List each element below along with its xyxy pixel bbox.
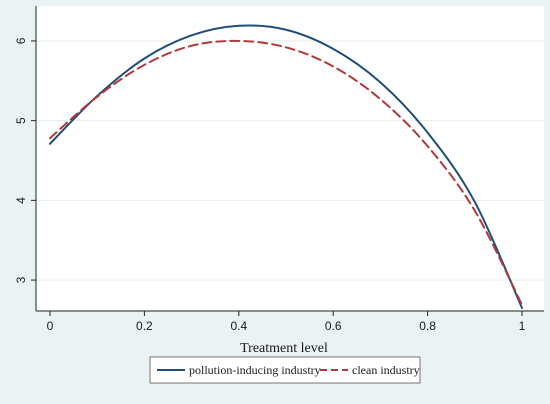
series-line-clean [49,39,523,306]
x-tick-label-5: 1 [519,319,526,333]
x-axis-title: Treatment level [240,341,328,356]
x-tick-label-2: 0.4 [230,319,247,333]
x-axis: 0 0.2 0.4 0.6 0.8 1 [36,310,544,333]
x-tick-label-3: 0.6 [325,319,342,333]
y-tick-label-3: 6 [14,37,28,44]
legend-label-pollution: pollution-inducing industry [189,363,321,377]
x-tick-label-0: 0 [47,319,54,333]
y-tick-label-0: 3 [14,276,28,283]
y-tick-label-2: 5 [14,117,28,124]
legend: pollution-inducing industry clean indust… [149,356,421,384]
y-tick-label-1: 4 [14,197,28,204]
series-group [49,24,523,309]
plot-area [36,6,544,311]
series-line-pollution [49,24,523,309]
gridlines [36,40,544,281]
x-tick-label-4: 0.8 [419,319,436,333]
y-axis: 3 4 5 6 [14,6,37,311]
x-tick-label-1: 0.2 [136,319,153,333]
legend-label-clean: clean industry [352,363,420,377]
legend-box [149,356,421,384]
